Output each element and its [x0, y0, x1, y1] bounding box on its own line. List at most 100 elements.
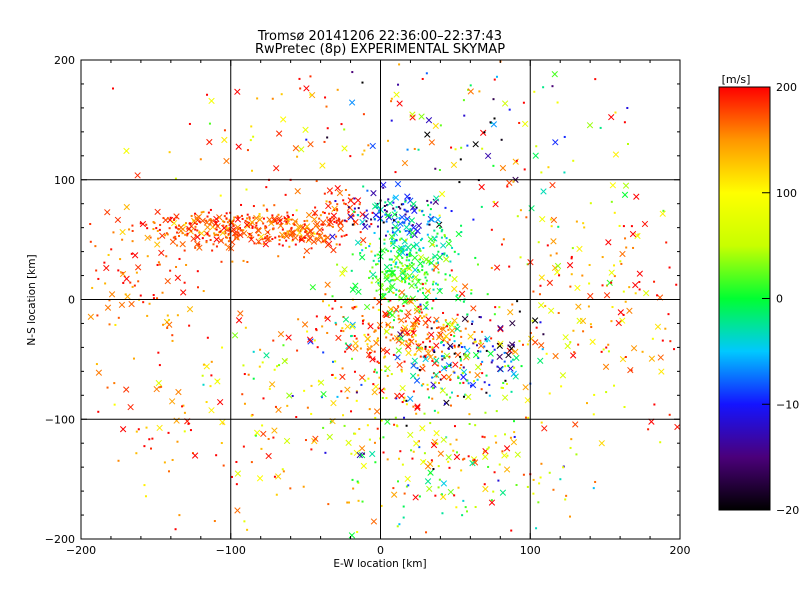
dot-marker	[248, 217, 251, 220]
dot-marker	[367, 377, 370, 380]
cross-marker	[410, 224, 417, 231]
dot-marker	[413, 147, 416, 150]
cross-marker	[364, 335, 371, 343]
dot-marker	[401, 463, 404, 466]
cross-marker	[284, 218, 291, 226]
dot-marker	[383, 297, 386, 300]
cross-marker	[354, 239, 362, 246]
dot-marker	[313, 232, 316, 235]
dot-marker	[286, 404, 289, 407]
dot-marker	[168, 227, 171, 230]
dot-marker	[333, 217, 336, 220]
dot-marker	[472, 342, 475, 345]
dot-marker	[296, 349, 299, 352]
dot-marker	[473, 341, 476, 344]
dot-marker	[149, 236, 152, 239]
dot-marker	[456, 394, 459, 397]
dot-marker	[148, 302, 151, 305]
dot-marker	[426, 223, 429, 226]
dot-marker	[227, 233, 230, 236]
dot-marker	[470, 289, 473, 292]
dot-marker	[479, 316, 482, 319]
cross-marker	[253, 429, 261, 436]
dot-marker	[380, 419, 383, 422]
cross-marker	[608, 269, 615, 276]
cross-marker	[445, 454, 452, 461]
dot-marker	[194, 212, 197, 215]
cross-marker	[630, 345, 638, 352]
dot-marker	[461, 458, 464, 461]
dot-marker	[202, 290, 205, 293]
dot-marker	[411, 325, 414, 328]
cross-marker	[307, 338, 314, 345]
dot-marker	[371, 211, 374, 214]
cross-marker	[422, 355, 429, 363]
dot-marker	[431, 387, 434, 390]
dot-marker	[410, 261, 413, 264]
dot-marker	[500, 386, 503, 389]
cross-marker	[428, 241, 436, 248]
dot-marker	[479, 341, 482, 344]
dot-marker	[466, 379, 469, 382]
cross-marker	[436, 287, 443, 295]
dot-marker	[323, 234, 326, 237]
dot-marker	[174, 528, 177, 531]
cross-marker	[501, 452, 508, 459]
dot-marker	[321, 211, 324, 214]
dot-marker	[430, 459, 433, 462]
dot-marker	[473, 338, 476, 341]
dot-marker	[570, 255, 573, 258]
cross-marker	[131, 252, 139, 259]
dot-marker	[178, 514, 181, 517]
dot-marker	[433, 349, 436, 352]
dot-marker	[381, 283, 384, 286]
dot-marker	[344, 203, 347, 206]
dot-marker	[474, 424, 477, 427]
dot-marker	[450, 391, 453, 394]
dot-marker	[416, 290, 419, 293]
dot-marker	[404, 270, 407, 273]
cross-marker	[562, 334, 569, 341]
dot-marker	[228, 228, 231, 231]
cross-marker	[507, 309, 514, 316]
dot-marker	[434, 355, 437, 358]
dot-marker	[420, 308, 423, 311]
dot-marker	[453, 344, 456, 347]
dot-marker	[252, 205, 255, 208]
dot-marker	[280, 93, 283, 96]
dot-marker	[320, 396, 323, 399]
cross-marker	[234, 216, 242, 223]
cross-marker	[539, 215, 546, 223]
dot-marker	[176, 314, 179, 317]
cross-marker	[405, 309, 412, 316]
dot-marker	[162, 323, 165, 326]
cross-marker	[633, 193, 640, 200]
dot-marker	[213, 232, 216, 235]
dot-marker	[326, 136, 329, 139]
cross-marker	[159, 232, 166, 239]
cross-marker	[324, 281, 331, 288]
dot-marker	[348, 193, 351, 196]
cross-marker	[467, 333, 474, 340]
dot-marker	[532, 492, 535, 495]
dot-marker	[396, 525, 399, 528]
dot-marker	[373, 441, 376, 444]
cross-marker	[345, 439, 352, 446]
dot-marker	[135, 271, 138, 274]
dot-marker	[242, 364, 245, 367]
dot-marker	[212, 243, 215, 246]
dot-marker	[274, 236, 277, 239]
dot-marker	[503, 360, 506, 363]
cross-marker	[379, 346, 387, 354]
dot-marker	[218, 216, 221, 219]
cross-marker	[404, 215, 411, 223]
cross-marker	[465, 393, 472, 401]
dot-marker	[388, 280, 391, 283]
dot-marker	[353, 202, 356, 205]
dot-marker	[412, 405, 415, 408]
cross-marker	[283, 232, 290, 240]
cross-marker	[636, 270, 643, 277]
dot-marker	[370, 345, 373, 348]
cross-marker	[501, 394, 509, 401]
dot-marker	[216, 379, 219, 382]
